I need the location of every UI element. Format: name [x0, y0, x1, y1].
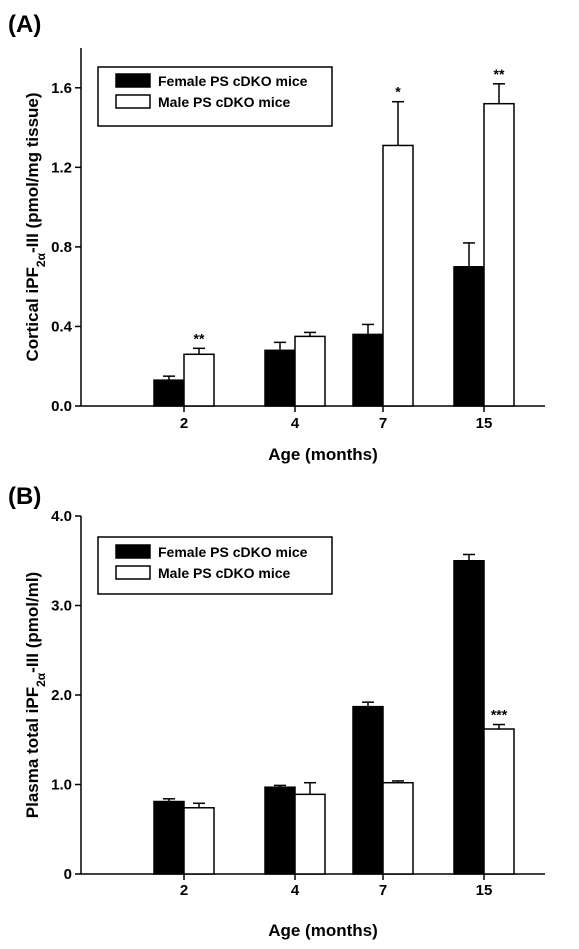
panel-a: (A) 0.0 0.4 0.8 1.2 1.6 2 4 7 15 Age (months) Corti… — [8, 11, 545, 464]
bar — [294, 335, 326, 407]
y-tick-label: 4.0 — [51, 508, 72, 525]
y-tick-label: 0 — [64, 866, 72, 883]
x-tick-label: 15 — [476, 415, 493, 432]
significance-label: ** — [494, 66, 505, 82]
bar — [382, 144, 414, 407]
x-tick-label: 15 — [476, 882, 493, 899]
x-tick-label: 2 — [180, 415, 188, 432]
y-axis-title: Cortical iPF2α-III (pmol/mg tissue) — [23, 92, 48, 361]
x-tick-label: 4 — [291, 882, 300, 899]
legend-label: Male PS cDKO mice — [158, 94, 290, 110]
y-tick-label: 3.0 — [51, 598, 72, 615]
bar — [183, 807, 215, 875]
bar — [294, 793, 326, 875]
x-axis-title: Age (months) — [268, 445, 378, 464]
bar — [453, 560, 485, 875]
bar — [183, 353, 215, 407]
y-axis-title-part: Plasma total iPF — [23, 687, 42, 818]
bar — [264, 786, 296, 875]
bar — [153, 800, 185, 875]
bar — [352, 705, 384, 875]
significance-label: ** — [194, 330, 205, 346]
legend-swatch — [115, 73, 151, 88]
x-tick-label: 2 — [180, 882, 188, 899]
legend-label: Male PS cDKO mice — [158, 565, 290, 581]
panel-letter: (A) — [8, 11, 41, 38]
y-tick-label: 2.0 — [51, 687, 72, 704]
bar — [264, 349, 296, 407]
y-tick-label: 1.2 — [51, 159, 72, 176]
y-axis-title: Plasma total iPF2α-III (pmol/ml) — [23, 572, 48, 818]
bar — [483, 102, 515, 407]
y-tick-label: 0.4 — [51, 318, 73, 335]
panel-letter: (B) — [8, 483, 41, 510]
y-axis-title-part: 2α — [34, 672, 48, 687]
legend-swatch — [115, 565, 151, 580]
bar — [382, 781, 414, 875]
legend-swatch — [115, 94, 151, 109]
bar — [153, 379, 185, 407]
panel-b: (B) 0 1.0 2.0 3.0 4.0 2 4 7 15 Age (months) Plasma … — [8, 483, 545, 940]
y-tick-label: 1.0 — [51, 777, 72, 794]
y-axis-title-part: -III (pmol/ml) — [23, 572, 42, 673]
legend-label: Female PS cDKO mice — [158, 73, 308, 89]
x-tick-label: 4 — [291, 415, 300, 432]
y-tick-label: 1.6 — [51, 80, 72, 97]
legend-label: Female PS cDKO mice — [158, 544, 308, 560]
y-axis-title-part: -III (pmol/mg tissue) — [23, 92, 42, 253]
significance-label: *** — [491, 707, 508, 723]
legend-swatch — [115, 544, 151, 559]
x-axis-title: Age (months) — [268, 921, 378, 940]
y-tick-label: 0.8 — [51, 239, 72, 256]
bar — [352, 333, 384, 407]
y-tick-label: 0.0 — [51, 398, 72, 415]
y-axis-title-part: 2α — [34, 252, 48, 267]
bar — [453, 266, 485, 407]
y-axis-title-part: Cortical iPF — [23, 267, 42, 361]
bar — [483, 728, 515, 875]
x-tick-label: 7 — [379, 882, 387, 899]
x-tick-label: 7 — [379, 415, 387, 432]
significance-label: * — [395, 84, 401, 100]
